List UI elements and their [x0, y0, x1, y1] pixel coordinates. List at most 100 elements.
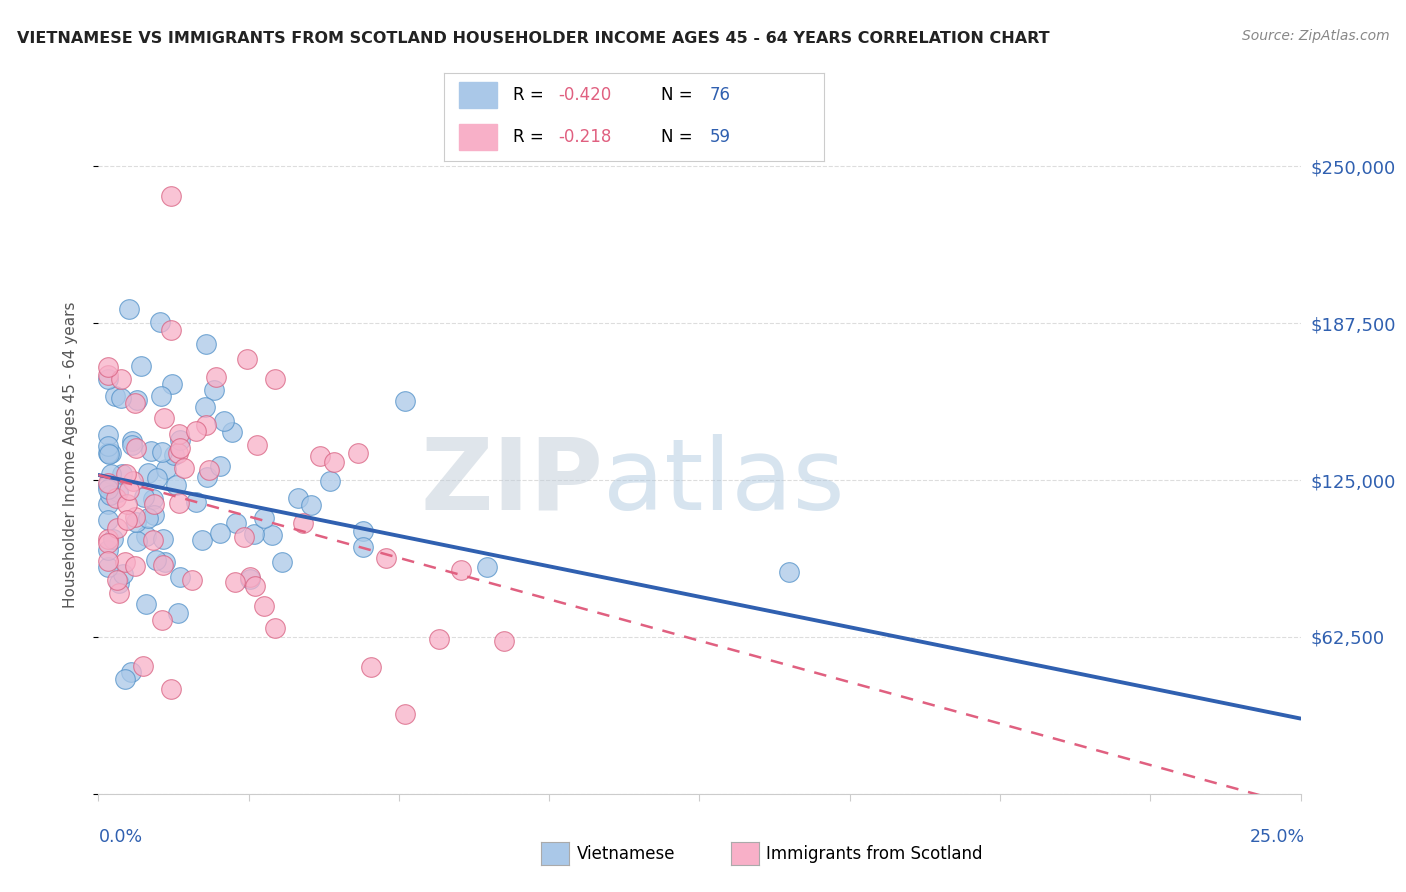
Text: ZIP: ZIP: [420, 434, 603, 531]
Point: [394, 394, 416, 409]
Point: [97, 372, 120, 386]
Point: [135, 597, 157, 611]
Point: [100, 445, 122, 459]
Point: [97, 446, 120, 460]
Point: [243, 579, 266, 593]
Text: VIETNAMESE VS IMMIGRANTS FROM SCOTLAND HOUSEHOLDER INCOME AGES 45 - 64 YEARS COR: VIETNAMESE VS IMMIGRANTS FROM SCOTLAND H…: [17, 31, 1049, 46]
Text: N =: N =: [661, 86, 697, 103]
Point: [352, 540, 374, 554]
Point: [190, 533, 212, 548]
Point: [97, 497, 120, 511]
Text: Source: ZipAtlas.com: Source: ZipAtlas.com: [1241, 29, 1389, 43]
Point: [97, 475, 120, 490]
Point: [152, 558, 174, 572]
Point: [167, 496, 190, 510]
Point: [142, 492, 165, 507]
Point: [169, 570, 191, 584]
Point: [375, 551, 398, 566]
Point: [124, 396, 146, 410]
Point: [150, 613, 173, 627]
Point: [97, 536, 120, 550]
Point: [115, 497, 138, 511]
Point: [159, 681, 181, 696]
Point: [105, 573, 128, 587]
Point: [239, 572, 262, 586]
Point: [394, 707, 416, 722]
Text: Vietnamese: Vietnamese: [576, 845, 675, 863]
Point: [139, 443, 162, 458]
Point: [142, 497, 165, 511]
Point: [115, 513, 138, 527]
Point: [169, 433, 191, 447]
Point: [167, 606, 190, 620]
Point: [149, 315, 172, 329]
Point: [194, 417, 217, 432]
Point: [319, 474, 342, 488]
Point: [169, 441, 191, 455]
Point: [167, 427, 190, 442]
Y-axis label: Householder Income Ages 45 - 64 years: Householder Income Ages 45 - 64 years: [63, 301, 77, 608]
Point: [262, 528, 284, 542]
Text: 59: 59: [710, 128, 731, 145]
Point: [103, 389, 125, 403]
Text: 0.0%: 0.0%: [98, 828, 142, 846]
Point: [108, 576, 131, 591]
Point: [146, 471, 169, 485]
Point: [132, 659, 155, 673]
Point: [195, 470, 218, 484]
Point: [186, 495, 208, 509]
Point: [118, 483, 141, 498]
Point: [236, 351, 259, 366]
Point: [271, 555, 294, 569]
Point: [198, 463, 221, 477]
Point: [299, 498, 322, 512]
Point: [450, 563, 472, 577]
Point: [142, 508, 165, 522]
Point: [184, 424, 207, 438]
Text: N =: N =: [661, 128, 697, 145]
Point: [427, 632, 450, 647]
Point: [124, 510, 146, 524]
Point: [97, 477, 120, 491]
Point: [97, 532, 120, 546]
Point: [145, 553, 167, 567]
Point: [155, 461, 177, 475]
Point: [114, 672, 136, 686]
Point: [214, 414, 236, 428]
Point: [97, 542, 120, 557]
Point: [110, 372, 132, 386]
Point: [492, 634, 515, 648]
Point: [97, 560, 120, 574]
Point: [136, 511, 159, 525]
Point: [121, 438, 143, 452]
Point: [111, 467, 134, 481]
Point: [98, 488, 121, 502]
FancyBboxPatch shape: [460, 82, 498, 108]
Point: [160, 376, 183, 391]
Point: [114, 555, 136, 569]
Point: [100, 467, 122, 481]
Point: [110, 392, 132, 406]
Point: [221, 425, 243, 440]
Point: [120, 665, 142, 680]
Point: [107, 485, 129, 500]
Point: [202, 383, 225, 397]
Point: [263, 621, 285, 635]
Point: [195, 337, 218, 351]
Point: [322, 455, 344, 469]
Point: [243, 526, 266, 541]
Point: [167, 446, 190, 460]
Point: [153, 411, 176, 425]
Point: [124, 559, 146, 574]
Point: [165, 477, 187, 491]
Point: [360, 659, 382, 673]
Point: [122, 474, 145, 488]
Point: [135, 529, 157, 543]
Point: [115, 467, 138, 481]
Point: [104, 491, 127, 506]
FancyBboxPatch shape: [460, 124, 498, 150]
Point: [125, 515, 148, 529]
Point: [239, 570, 262, 584]
Point: [149, 389, 172, 403]
Point: [224, 574, 246, 589]
